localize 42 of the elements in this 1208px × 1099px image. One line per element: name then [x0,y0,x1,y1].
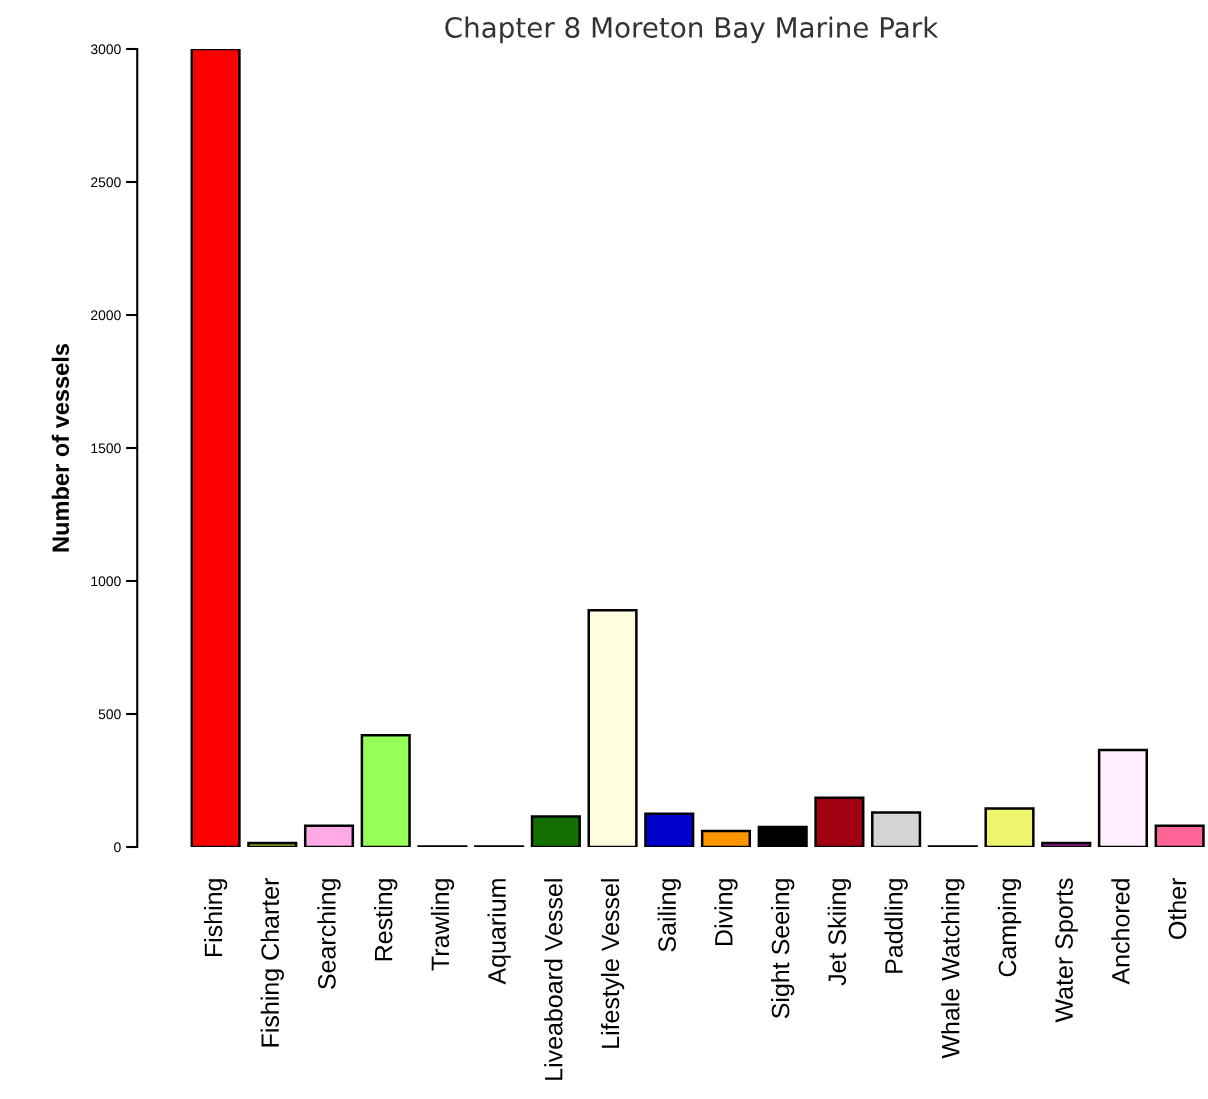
x-tick-label: Lifestyle Vessel [600,879,625,1048]
bar [247,841,298,847]
bar [1097,748,1148,847]
bar [530,815,581,847]
x-tick-label: Whale Watching [941,879,965,1059]
bar [360,734,411,847]
y-tick-label: 3000 [90,44,121,55]
x-tick-label: Diving [714,879,738,945]
y-tick-label: 0 [114,842,121,853]
x-tick-label: Paddling [884,879,908,973]
y-tick-label: 2500 [91,177,121,188]
bar [757,825,808,847]
x-tick-label: Searching [317,879,341,989]
bar [303,824,355,847]
y-tick-label: 1000 [91,576,121,587]
bar [1041,841,1092,847]
y-axis-title: Number of vessels [51,343,70,552]
x-tick-label: Trawling [430,879,455,971]
y-tick-label: 500 [98,709,121,720]
x-tick-label: Anchored [1111,879,1130,985]
x-tick-label: Other [1167,877,1187,939]
bar [190,49,241,847]
x-tick-label: Liveaboard Vessel [544,879,563,1080]
x-tick-label: Fishing Charter [260,877,284,1047]
bar [871,811,922,847]
x-tick-label: Aquarium [487,879,511,985]
bar [700,829,752,847]
y-tick-label: 1500 [91,443,121,454]
chart-title: Chapter 8 Moreton Bay Marine Park [445,16,939,44]
x-tick-label: Camping [997,879,1022,977]
x-tick-label: Fishing [203,879,228,957]
x-tick-label: Sight Seeing [771,879,795,1019]
bar [644,812,695,847]
bar [814,796,865,847]
bar [587,609,638,847]
y-tick-label: 2000 [91,310,121,321]
x-tick-label: Jet Skiing [827,879,852,986]
x-tick-label: Sailing [657,879,681,952]
x-tick-label: Resting [374,879,398,961]
x-tick-label: Water Sports [1055,878,1078,1023]
bar [984,807,1035,847]
bar [1154,824,1205,847]
